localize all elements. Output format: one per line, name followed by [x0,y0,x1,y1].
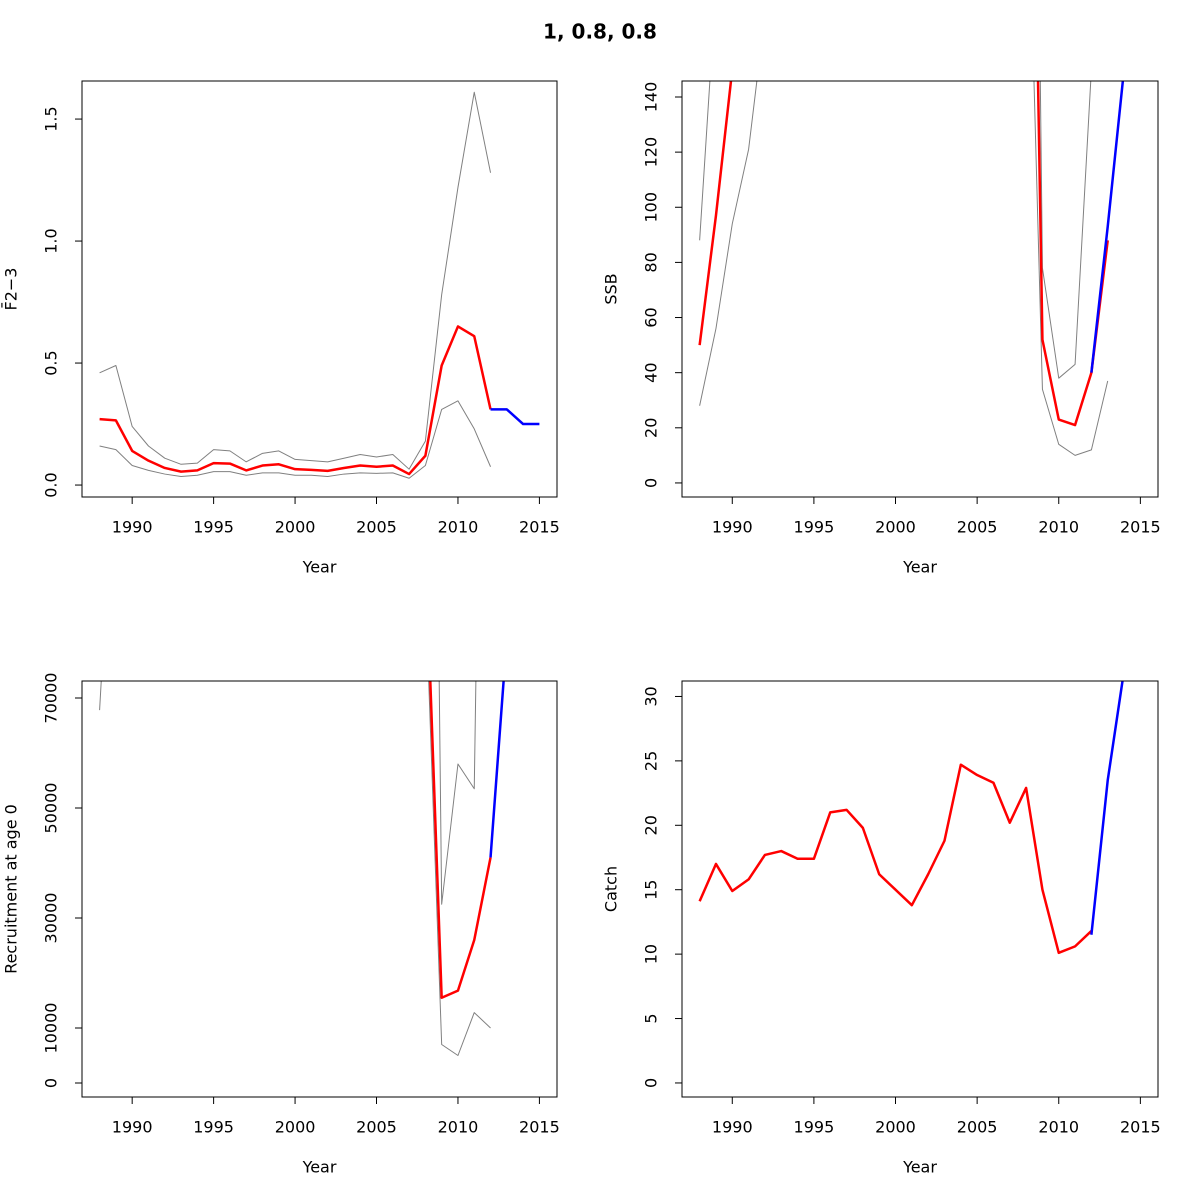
panel: 1990 1995 2000 2005 2010 2015 0 20 40 60 80 100 120 1… [602,80,1161,577]
panel: 1990 1995 2000 2005 2010 2015 0.0 0.5 1.0 1.5 Year… [2,80,560,577]
x-tick-label: 2000 [275,1118,316,1137]
y-tick-label: 0.5 [42,350,61,375]
x-tick-label: 2010 [438,518,479,537]
y-tick-label: 20 [642,815,661,835]
y-tick-label: 60 [642,307,661,327]
y-tick-label: 0.0 [42,472,61,497]
plot-area [99,681,505,1056]
y-tick-label: 25 [642,751,661,771]
series-line [1090,81,1125,373]
y-tick-label: 120 [642,137,661,168]
y-tick-label: 0 [642,1078,661,1088]
x-tick-label: 1995 [193,518,234,537]
figure-title: 1, 0.8, 0.8 [543,20,657,44]
x-tick-label: 1995 [794,518,835,537]
plot-frame [681,680,1159,1098]
y-tick-label: 20 [642,418,661,438]
plot-area [698,81,1125,456]
x-tick-label: 1990 [712,518,753,537]
x-tick-label: 2000 [275,518,316,537]
y-tick-label: 40 [642,362,661,382]
x-tick-label: 2000 [875,518,916,537]
y-tick-label: 80 [642,252,661,272]
series-line [490,408,540,426]
x-tick-label: 2015 [519,518,560,537]
series-line [99,681,491,1056]
x-tick-label: 2010 [1038,1118,1079,1137]
panel: 1990 1995 2000 2005 2010 2015 0 5 10 15 20 25 30 Year… [602,680,1161,1177]
series-line [699,81,1092,379]
x-tick-label: 2000 [875,1118,916,1137]
series-line [698,763,1093,955]
y-tick-label: 10 [642,944,661,964]
x-axis-label: Year [902,1158,937,1177]
x-tick-label: 2005 [957,1118,998,1137]
x-tick-label: 2005 [957,518,998,537]
series-line [1090,681,1124,935]
series-line [699,81,1109,456]
y-tick-label: 1.5 [42,106,61,131]
x-tick-label: 2010 [1038,518,1079,537]
plot-frame [81,80,558,498]
series-line [99,91,492,470]
x-axis-label: Year [902,558,937,577]
y-tick-label: 0 [642,478,661,488]
y-tick-label: 5 [642,1013,661,1023]
y-tick-label: 10000 [42,1003,61,1054]
x-tick-label: 2015 [1120,1118,1161,1137]
y-tick-label: 100 [642,192,661,223]
y-tick-label: 15 [642,880,661,900]
x-tick-label: 1990 [112,1118,153,1137]
series-line [698,81,1109,427]
series-line [99,325,492,476]
plot-area [698,681,1124,955]
x-tick-label: 2005 [356,518,397,537]
y-tick-label: 1.0 [42,228,61,253]
plot-frame [681,80,1159,498]
x-tick-label: 2015 [519,1118,560,1137]
x-tick-label: 2005 [356,1118,397,1137]
y-axis-label: F̄2−3 [2,268,21,311]
series-line [99,400,491,479]
y-tick-label: 30000 [42,893,61,944]
x-axis-label: Year [302,558,337,577]
y-tick-label: 0 [42,1078,61,1088]
y-axis-label: SSB [602,273,621,304]
x-tick-label: 1995 [794,1118,835,1137]
x-tick-label: 1990 [112,518,153,537]
x-tick-label: 2010 [438,1118,479,1137]
y-tick-label: 70000 [42,673,61,724]
x-axis-label: Year [302,1158,337,1177]
x-tick-label: 1995 [193,1118,234,1137]
y-tick-label: 50000 [42,783,61,834]
y-axis-label: Recruitment at age 0 [2,804,21,974]
y-tick-label: 140 [642,82,661,113]
plot-frame [81,680,558,1098]
plot-area [99,91,540,479]
panel: 1990 1995 2000 2005 2010 2015 0 10000 30000 50000… [2,673,560,1177]
y-tick-label: 30 [642,686,661,706]
x-tick-label: 2015 [1120,518,1161,537]
x-tick-label: 1990 [712,1118,753,1137]
y-axis-label: Catch [602,866,621,912]
series-line [489,681,505,858]
